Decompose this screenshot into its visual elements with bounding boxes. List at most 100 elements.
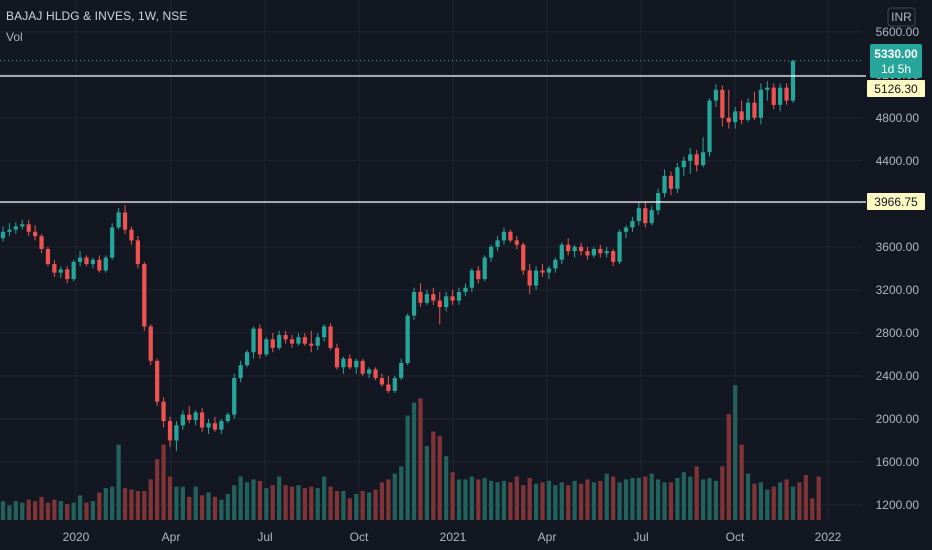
candle — [726, 89, 731, 129]
volume-bar — [309, 486, 314, 520]
volume-bar — [199, 495, 205, 520]
volume-bar — [206, 492, 211, 520]
candle-body — [13, 226, 18, 230]
candle — [334, 343, 340, 370]
volume-bar — [103, 488, 108, 520]
candle-body — [778, 87, 783, 105]
volume-bar — [238, 476, 243, 520]
candle — [360, 358, 365, 376]
volume-bar — [495, 482, 500, 520]
volume-bars — [0, 385, 821, 520]
candle — [187, 406, 192, 424]
candle — [585, 246, 590, 260]
candle — [110, 223, 115, 260]
candle-body — [675, 167, 680, 189]
volume-bar — [180, 486, 185, 520]
candle-body — [771, 87, 776, 105]
candle — [264, 337, 269, 357]
horizontal-lines[interactable] — [0, 75, 866, 203]
volume-bar — [257, 480, 263, 520]
volume-bar — [521, 485, 526, 520]
candle — [758, 83, 764, 125]
candle — [636, 201, 641, 226]
candle — [354, 358, 359, 374]
volume-bar — [379, 482, 385, 520]
volume-bar — [71, 502, 76, 520]
x-tick-label: Oct — [726, 530, 745, 544]
candle-body — [739, 111, 744, 120]
candle — [39, 233, 44, 254]
volume-bar — [771, 486, 776, 520]
volume-bar — [437, 435, 442, 520]
candle — [77, 251, 83, 267]
candle-body — [726, 117, 731, 123]
hline-lower-tag: 3966.75 — [867, 193, 925, 210]
candle — [135, 236, 140, 269]
volume-bar — [135, 491, 140, 520]
candle-body — [199, 412, 205, 428]
volume-bar — [803, 475, 808, 520]
candle-body — [662, 175, 667, 194]
volume-bar — [489, 480, 494, 520]
volume-bar — [97, 492, 102, 520]
volume-bar — [713, 480, 719, 520]
candle — [533, 266, 539, 290]
volume-bar — [283, 485, 288, 520]
volume-bar — [501, 480, 507, 520]
candle-body — [392, 378, 397, 391]
volume-bar — [450, 472, 455, 520]
candle-body — [546, 268, 552, 273]
candle-body — [476, 270, 481, 280]
volume-bar — [219, 499, 224, 520]
candle — [489, 244, 494, 262]
candle-body — [334, 347, 340, 368]
x-tick-label: Apr — [538, 530, 557, 544]
hline-upper-tag: 5126.30 — [867, 80, 925, 97]
candle-body — [302, 337, 307, 344]
candle — [450, 289, 455, 305]
candle-body — [566, 244, 571, 252]
candle-body — [193, 412, 198, 420]
volume-bar — [392, 473, 397, 520]
candle — [58, 266, 63, 279]
candle — [418, 283, 423, 308]
candle — [469, 268, 474, 293]
volume-bar — [39, 496, 44, 520]
volume-bar — [688, 476, 693, 520]
volume-bar — [694, 466, 699, 520]
volume-bar — [264, 488, 269, 520]
price-axis[interactable]: 1200.00 1600.00 2000.00 2400.00 2800.00 3200.… — [876, 25, 920, 512]
candle — [553, 257, 558, 273]
candle — [296, 332, 301, 346]
time-axis[interactable]: 2020 Apr Jul Oct 2021 Apr Jul Oct 2022 — [63, 530, 842, 544]
volume-bar — [790, 486, 796, 520]
candle — [713, 84, 719, 108]
candle-body — [142, 264, 147, 327]
currency-badge[interactable]: INR — [887, 7, 916, 27]
volume-bar — [469, 476, 474, 520]
candlesticks — [0, 59, 796, 452]
volume-bar — [758, 482, 764, 520]
candle-body — [309, 343, 314, 346]
volume-bar — [142, 491, 147, 520]
volume-bar — [623, 479, 629, 520]
candle — [155, 358, 160, 407]
candle-body — [745, 102, 751, 120]
candle-body — [489, 246, 494, 258]
candle-body — [7, 229, 12, 232]
volume-bar — [122, 488, 128, 520]
candle-body — [559, 244, 564, 260]
volume-bar — [129, 489, 134, 520]
candle-body — [424, 294, 430, 303]
volume-bar — [373, 489, 378, 520]
volume-bar — [649, 473, 654, 520]
candle — [784, 83, 789, 105]
volume-bar — [752, 483, 757, 520]
volume-bar — [187, 496, 192, 520]
candle — [71, 259, 76, 282]
candle-body — [219, 421, 224, 430]
candle-body — [206, 423, 211, 428]
volume-bar — [662, 482, 667, 520]
